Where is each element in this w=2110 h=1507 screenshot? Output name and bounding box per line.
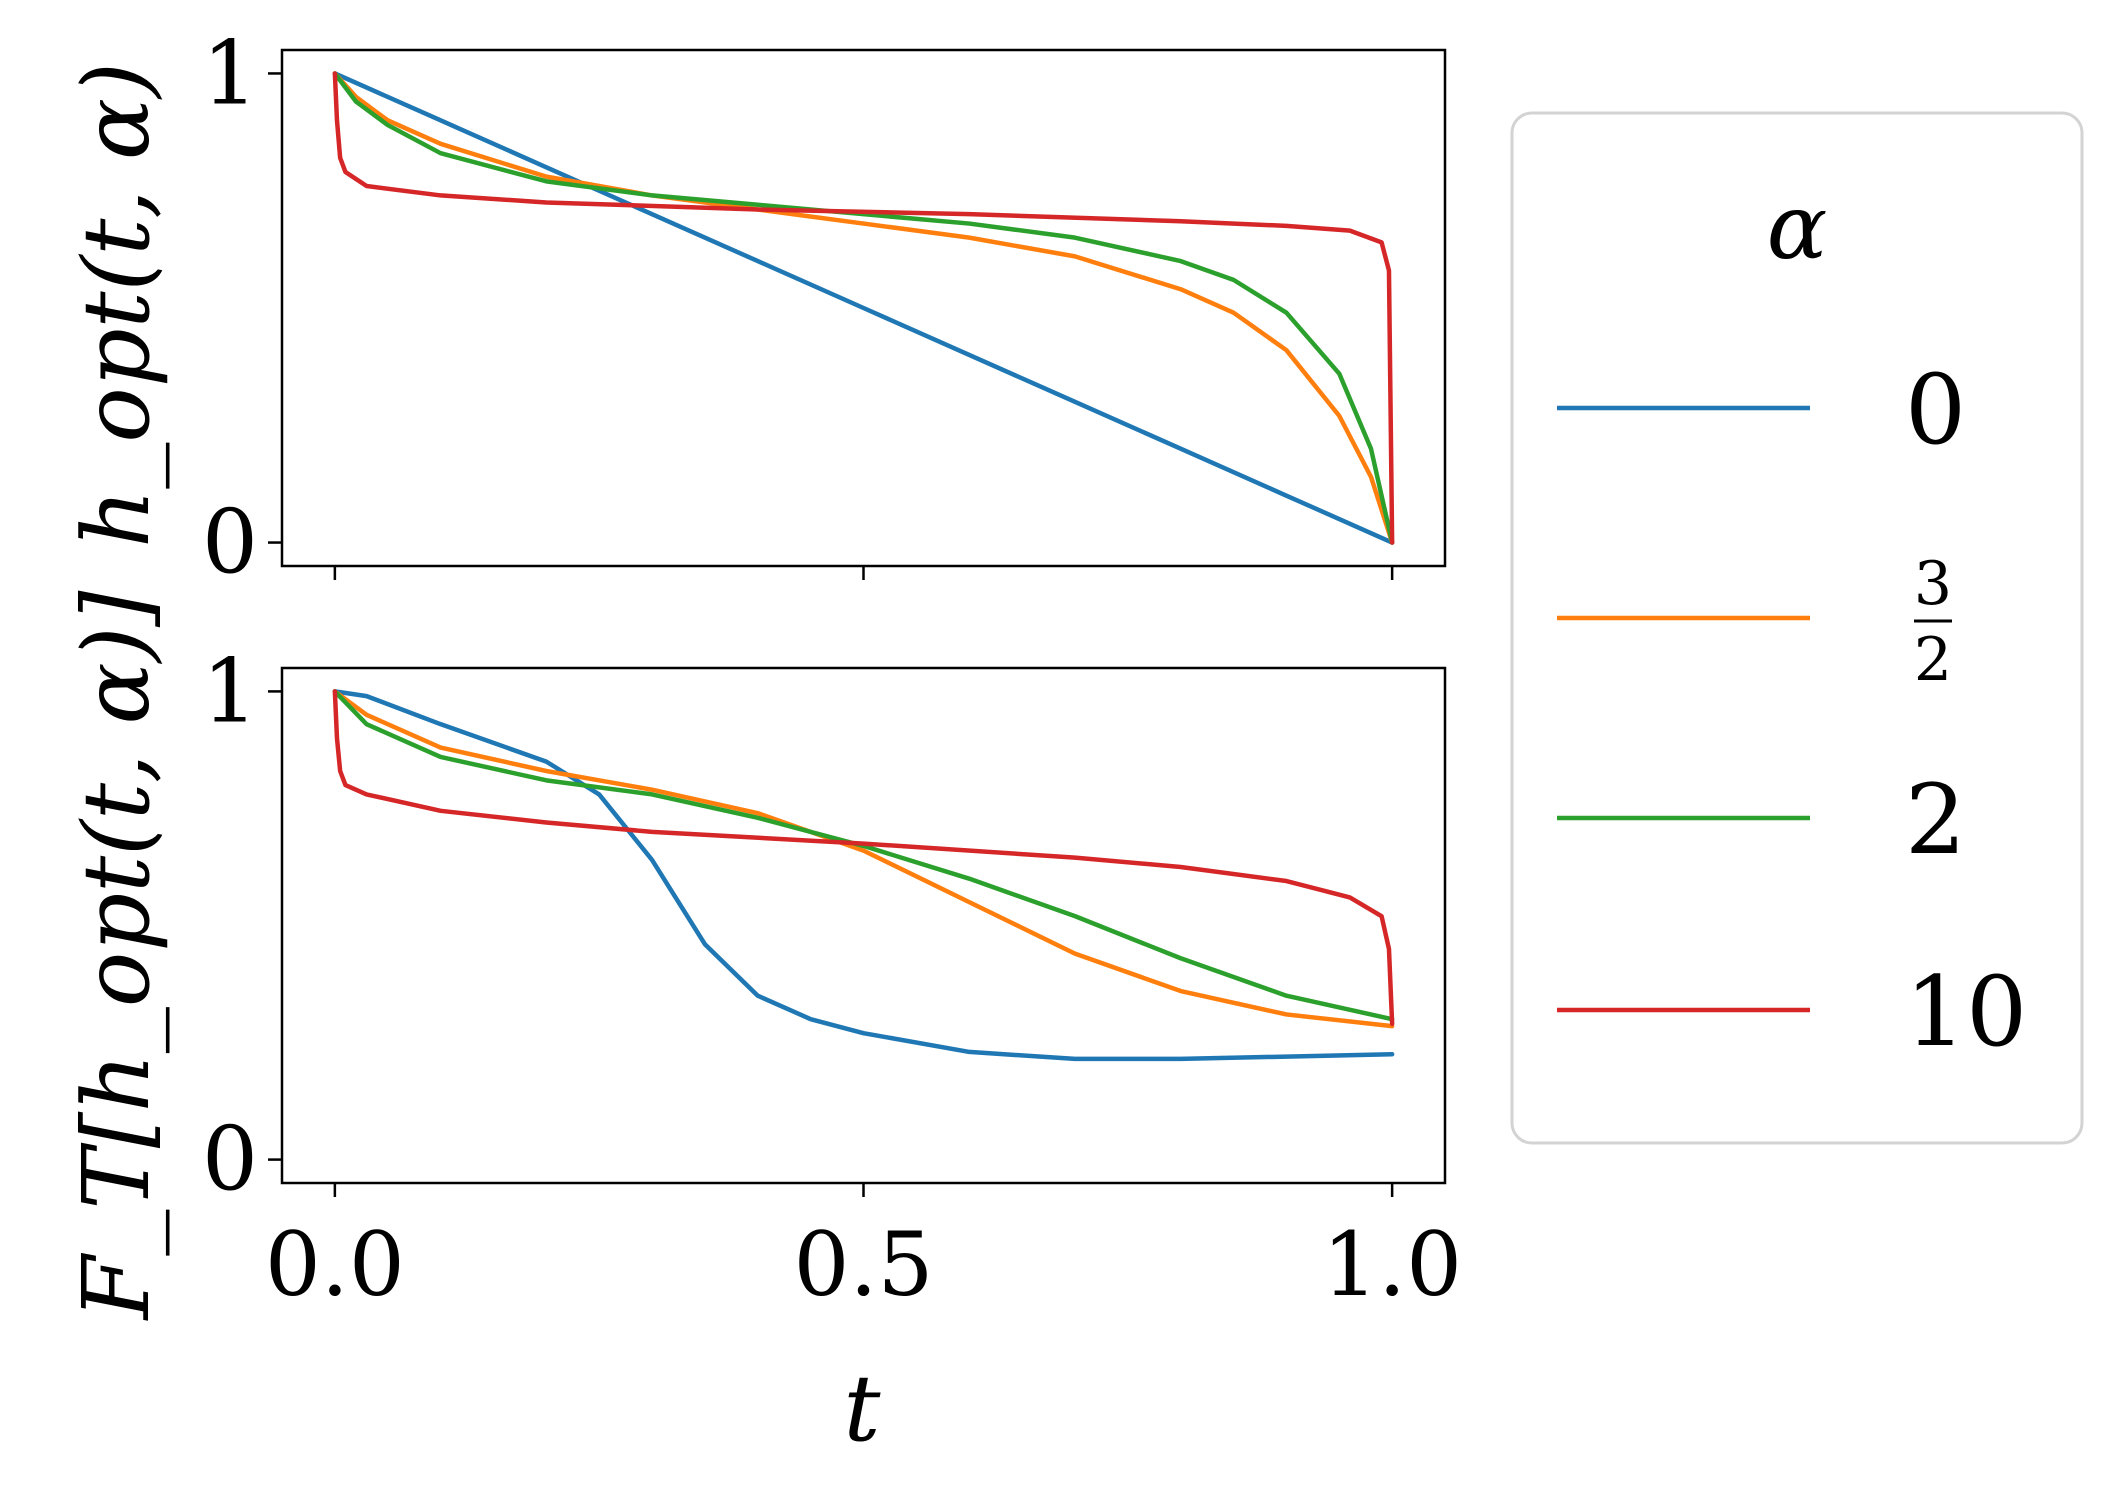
series-group [332,689,1395,1062]
xlabel: t [844,1355,882,1462]
series-line-0 [332,689,1395,1062]
top-panel: 01 [202,21,1447,594]
legend-label: 2 [1905,764,1966,876]
legend-label-denominator: 2 [1914,625,1952,695]
ytick-label: 1 [202,639,258,742]
legend-label-numerator: 3 [1914,549,1952,619]
series-line-2 [332,71,1395,545]
series-group [332,71,1395,545]
series-line-10 [332,689,1395,1027]
axes-frame [280,666,1447,1185]
ytick-label: 0 [202,491,258,594]
series-line-2 [332,689,1395,1022]
series-line-0 [332,71,1395,545]
xtick-label: 0.0 [265,1213,405,1316]
ytick-label: 1 [202,21,258,124]
series-line-10 [332,71,1395,545]
ylabel-top: h_opt(t, α) [63,62,170,548]
legend-title: α [1767,175,1828,280]
xtick-label: 1.0 [1322,1213,1462,1316]
legend-label: 10 [1905,956,2027,1068]
ylabel-bottom: F_T[h_opt(t, α)] [63,590,170,1321]
ytick-label: 0 [202,1108,258,1211]
series-line-3-over-2 [332,71,1395,545]
legend-label: 0 [1905,354,1966,466]
xtick-label: 0.5 [794,1213,934,1316]
bottom-panel: 0 1 0.0 0.5 1.0 [202,639,1462,1316]
legend-frame [1510,111,2084,1145]
